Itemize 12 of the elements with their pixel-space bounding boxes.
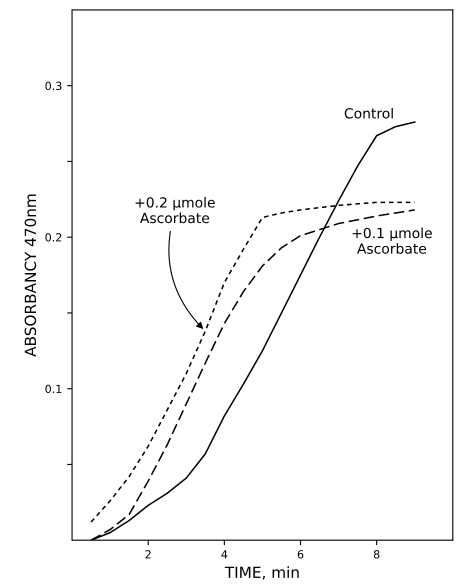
x-tick-label: 4 — [221, 550, 228, 558]
series-label: +0.1 μmole Ascorbate — [352, 228, 432, 254]
x-tick-label: 6 — [298, 550, 304, 559]
y-tick-label: 0.2 — [45, 233, 62, 242]
x-axis-title: TIME, min — [224, 566, 299, 580]
y-axis-title: ABSORBANCY 470nm — [24, 194, 36, 357]
series-label: Control — [344, 108, 393, 119]
y-tick-label: 0.1 — [45, 384, 62, 394]
text: +0.2 μmole Ascorbate — [136, 196, 215, 224]
y-tick-label: 0.3 — [45, 82, 62, 90]
x-tick-label: 8 — [374, 550, 380, 559]
x-tick-label: 2 — [145, 550, 151, 558]
